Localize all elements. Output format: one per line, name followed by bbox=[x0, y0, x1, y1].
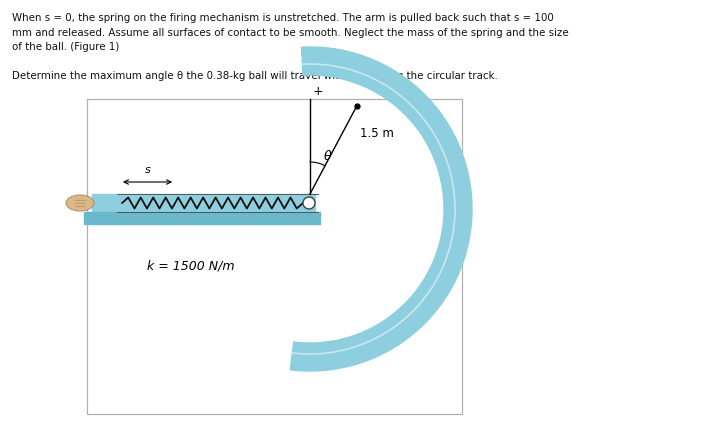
Circle shape bbox=[303, 198, 315, 210]
Text: k = 1500 N/m: k = 1500 N/m bbox=[147, 259, 235, 272]
Text: s: s bbox=[144, 164, 150, 175]
Text: θ: θ bbox=[324, 150, 332, 163]
Bar bbox=[87, 100, 462, 414]
Ellipse shape bbox=[66, 196, 94, 211]
Text: mm and released. Assume all surfaces of contact to be smooth. Neglect the mass o: mm and released. Assume all surfaces of … bbox=[12, 27, 568, 37]
Text: Determine the maximum angle θ the 0.38-kg ball will travel without leaving the c: Determine the maximum angle θ the 0.38-k… bbox=[12, 71, 498, 81]
Text: +: + bbox=[313, 85, 324, 98]
Text: of the ball. (Figure 1): of the ball. (Figure 1) bbox=[12, 42, 119, 52]
Text: When s = 0, the spring on the firing mechanism is unstretched. The arm is pulled: When s = 0, the spring on the firing mec… bbox=[12, 13, 553, 23]
Text: 1.5 m: 1.5 m bbox=[360, 127, 394, 139]
Polygon shape bbox=[290, 48, 472, 371]
